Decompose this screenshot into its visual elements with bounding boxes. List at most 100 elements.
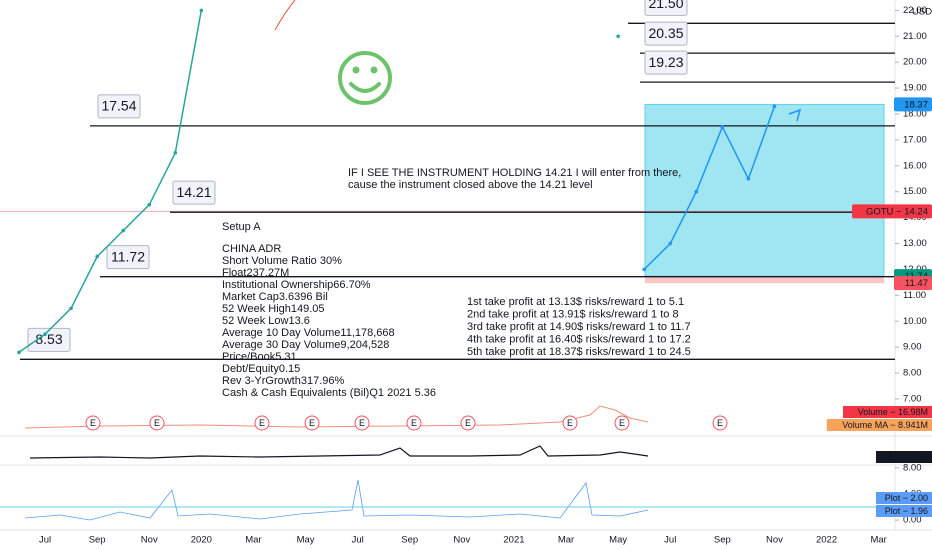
level-label: 14.21	[176, 184, 211, 200]
level-label: 8.53	[35, 331, 62, 347]
plot-line	[24, 479, 649, 521]
x-tick-label: Mar	[870, 535, 886, 546]
x-tick-label: Jul	[39, 535, 51, 546]
y-tick-label: 18.00	[903, 109, 927, 120]
level-box	[106, 245, 150, 270]
earnings-label: E	[359, 418, 365, 428]
x-tick-label: May	[609, 535, 627, 546]
setup-line: CHINA ADR	[222, 243, 281, 255]
series-point	[69, 306, 73, 311]
series-point	[720, 125, 725, 129]
earnings-label: E	[717, 418, 723, 428]
x-tick-label: Nov	[766, 535, 783, 546]
setup-line: Short Volume Ratio 30%	[222, 255, 342, 267]
series-point	[173, 151, 178, 155]
earnings-label: E	[411, 418, 417, 428]
y-tick-label: 21.00	[903, 31, 927, 42]
y-tick-label: 9.00	[903, 342, 922, 353]
plot-label: Plot − 1.96	[885, 506, 928, 516]
target-zone	[644, 103, 885, 277]
setup-line: 52 Week Low13.6	[222, 315, 310, 327]
series-point	[668, 241, 673, 246]
annotation: cause the instrument closed above the 14…	[348, 179, 593, 191]
earnings-marker	[85, 415, 101, 431]
volume-ma-line	[24, 405, 649, 429]
x-tick-label: Jul	[352, 535, 364, 546]
plot-y-tick-label: 8.00	[903, 462, 922, 473]
earnings-label: E	[154, 418, 160, 428]
x-tick-label: 2022	[816, 535, 837, 546]
earnings-marker	[149, 415, 165, 431]
y-tick-label: 15.00	[903, 186, 927, 197]
earnings-marker	[254, 415, 270, 431]
level-box	[172, 180, 216, 205]
y-tick-label: 13.00	[903, 238, 927, 249]
series-point	[616, 34, 620, 39]
earnings-marker	[354, 415, 370, 431]
level-box	[27, 327, 71, 352]
annotation: IF I SEE THE INSTRUMENT HOLDING 14.21 I …	[348, 167, 681, 179]
take-profit-line: 2nd take profit at 13.91$ risks/reward 1…	[467, 308, 679, 320]
setup-line: Setup A	[222, 221, 261, 233]
atr-line	[29, 445, 649, 459]
price-tag	[894, 276, 932, 291]
setup-line: 52 Week High149.05	[222, 303, 325, 315]
price-tag-label: GOTU − 14.24	[866, 206, 928, 217]
setup-line: Average 30 Day Volume9,204,528	[222, 339, 389, 351]
setup-line: Debt/Equity0.15	[222, 363, 300, 375]
earnings-marker	[304, 415, 320, 431]
series-point	[746, 176, 751, 181]
price-tag-label: 18.37	[904, 99, 928, 110]
x-tick-label: Mar	[245, 535, 261, 546]
x-tick-label: Nov	[453, 535, 470, 546]
x-tick-label: Mar	[558, 535, 574, 546]
level-box	[97, 94, 141, 119]
series-point	[147, 202, 152, 207]
x-tick-label: Nov	[141, 535, 158, 546]
volume-tag	[826, 419, 932, 431]
level-label: 21.50	[648, 0, 683, 11]
take-profit-line: 1st take profit at 13.13$ risks/reward 1…	[467, 296, 684, 308]
y-tick-label: 16.00	[903, 160, 927, 171]
series-point	[694, 189, 699, 194]
level-box	[644, 50, 688, 75]
earnings-marker	[614, 415, 630, 431]
stop-zone	[645, 276, 884, 284]
series-point	[772, 104, 777, 109]
level-label: 20.35	[648, 25, 683, 41]
currency: USD	[912, 7, 932, 18]
x-tick-label: Sep	[401, 535, 418, 546]
smiley	[338, 51, 392, 105]
y-tick-label: 20.00	[903, 57, 927, 68]
arrow-head	[788, 108, 802, 122]
price-tag	[894, 97, 932, 112]
setup-line: Float237.27M	[222, 267, 289, 279]
level-label: 11.72	[111, 248, 145, 264]
volume-label: Volume − 16.98M	[858, 407, 928, 417]
earnings-marker	[562, 415, 578, 431]
x-tick-label: Sep	[714, 535, 731, 546]
plot-tag	[876, 492, 932, 504]
y-tick-label: 8.00	[903, 368, 922, 379]
level-label: 17.54	[101, 98, 136, 114]
level-box	[644, 0, 688, 16]
setup-line: Average 10 Day Volume11,178,668	[222, 327, 395, 339]
x-tick-label: 2020	[191, 535, 212, 546]
atr-tag	[876, 451, 932, 463]
take-profit-line: 3rd take profit at 14.90$ risks/reward 1…	[467, 321, 691, 333]
earnings-label: E	[465, 418, 471, 428]
take-profit-line: 5th take profit at 18.37$ risks/reward 1…	[467, 346, 691, 358]
plot-label: Plot − 2.00	[885, 493, 928, 503]
earnings-marker	[460, 415, 476, 431]
y-tick-label: 17.00	[903, 134, 927, 145]
earnings-label: E	[619, 418, 625, 428]
level-label: 19.23	[648, 54, 683, 70]
y-tick-label: 11.00	[903, 290, 926, 301]
series-point	[642, 267, 646, 272]
y-tick-label: 10.00	[903, 316, 927, 327]
y-tick-label: 22.00	[903, 5, 927, 16]
x-tick-label: Jul	[664, 535, 676, 546]
series-point	[121, 228, 125, 233]
price-tag	[852, 204, 932, 219]
